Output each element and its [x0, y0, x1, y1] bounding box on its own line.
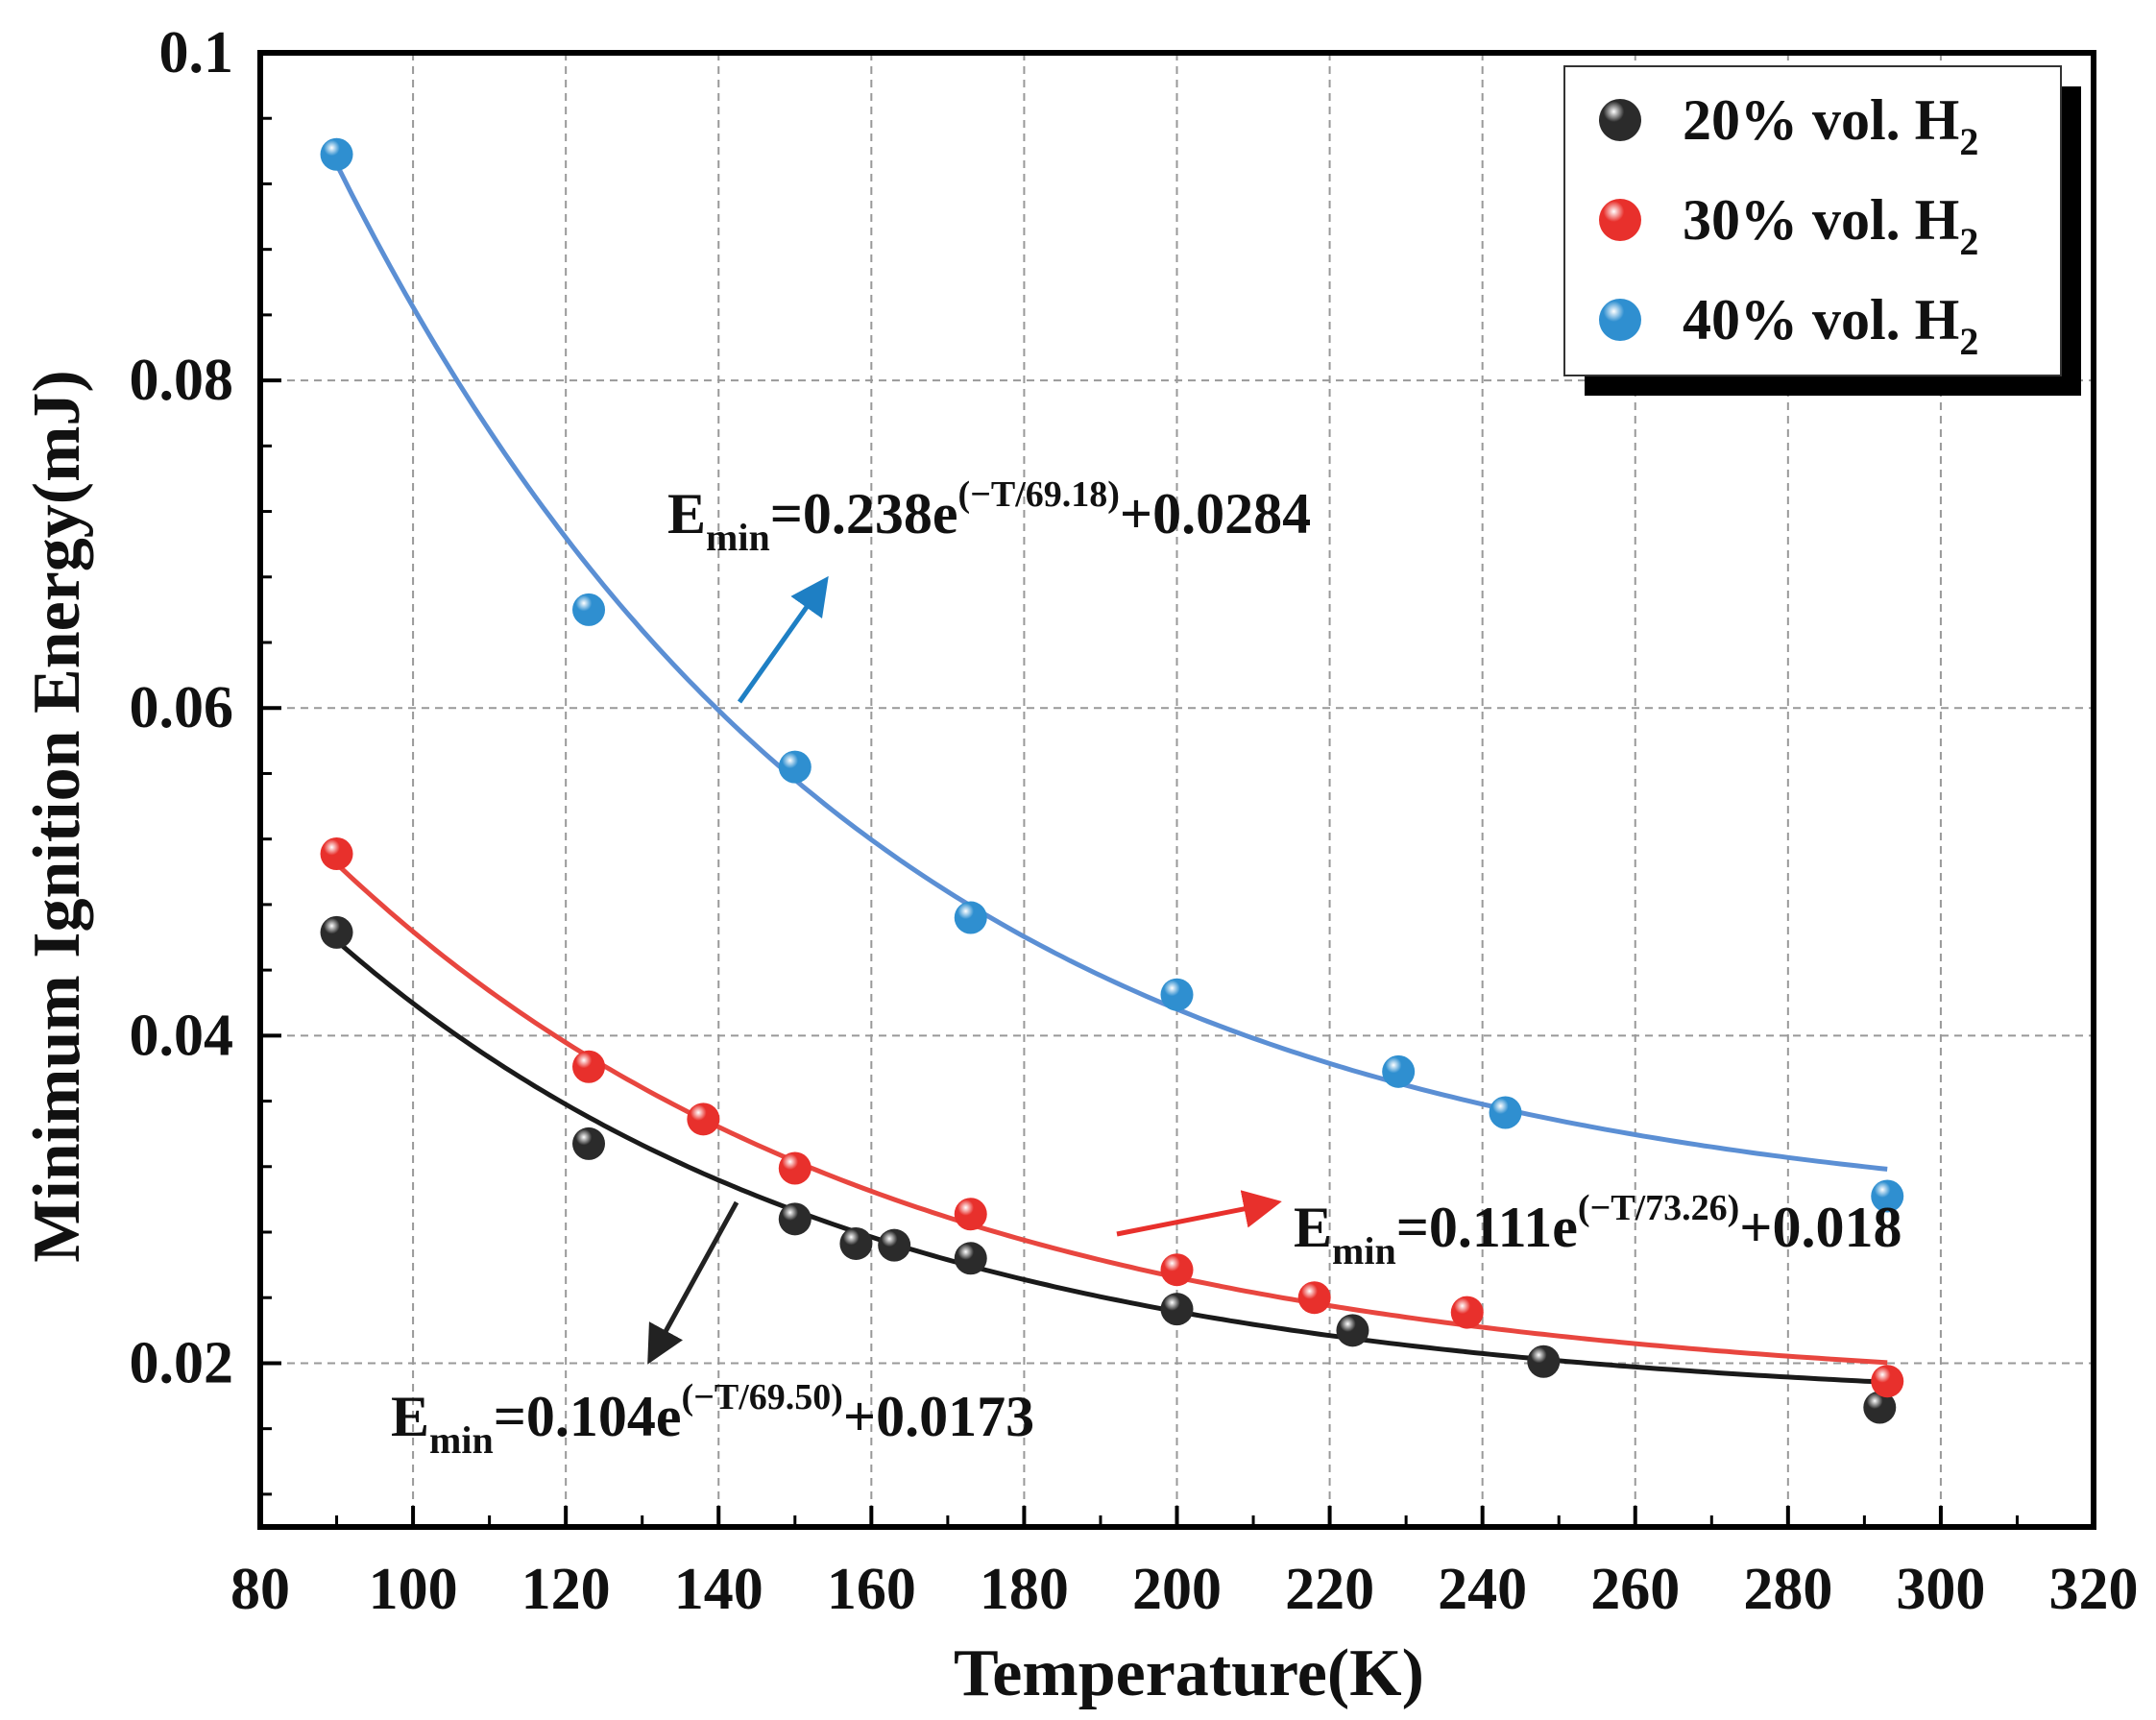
data-point	[1489, 1096, 1522, 1129]
x-tick-label: 220	[1285, 1557, 1374, 1622]
arrow-20	[647, 1200, 739, 1365]
data-point	[954, 901, 987, 934]
legend-marker	[1599, 99, 1641, 141]
data-point	[572, 1050, 606, 1083]
data-point	[1450, 1296, 1484, 1329]
equation-40: Emin=0.238e(−T/69.18)+0.0284	[667, 474, 1311, 559]
x-tick-label: 260	[1590, 1557, 1680, 1622]
equation-20: Emin=0.104e(−T/69.50)+0.0173	[391, 1377, 1034, 1462]
x-tick-label: 200	[1132, 1557, 1222, 1622]
legend-marker	[1599, 199, 1641, 241]
y-tick-label: 0.04	[130, 1003, 234, 1068]
x-axis-title: Temperature(K)	[954, 1636, 1424, 1710]
equation-30: Emin=0.111e(−T/73.26)+0.018	[1294, 1188, 1902, 1272]
data-point	[1160, 1253, 1194, 1287]
data-point	[878, 1228, 911, 1262]
data-point	[1160, 1293, 1194, 1326]
legend-marker	[1599, 299, 1641, 341]
y-tick-label: 0.08	[130, 348, 234, 413]
fit-curve	[334, 938, 1880, 1385]
data-point	[839, 1226, 873, 1260]
data-point	[1871, 1365, 1904, 1398]
data-point	[320, 137, 353, 171]
arrow-40	[737, 575, 829, 704]
data-point	[1863, 1391, 1897, 1424]
x-tick-label: 100	[369, 1557, 458, 1622]
data-point	[778, 1151, 812, 1185]
data-point	[1527, 1345, 1561, 1378]
y-tick-labels: 0.02 0.04 0.06 0.08 0.1	[130, 20, 234, 1395]
data-point	[1160, 978, 1194, 1011]
x-tick-labels: 80 100 120 140 160 180 200 220 240 260 280 300 320	[230, 1557, 2139, 1622]
x-tick-label: 280	[1743, 1557, 1832, 1622]
x-tick-label: 180	[980, 1557, 1069, 1622]
data-point	[687, 1102, 720, 1136]
data-point	[320, 837, 353, 871]
fit-curve	[334, 861, 1888, 1366]
fit-curve	[334, 162, 1888, 1172]
data-point	[954, 1198, 987, 1231]
x-tick-label: 160	[827, 1557, 916, 1622]
y-tick-label: 0.02	[130, 1330, 234, 1395]
data-point	[954, 1242, 987, 1275]
data-point	[1297, 1281, 1331, 1315]
legend-label: 20% vol. H2	[1683, 88, 1978, 163]
y-axis-title: Minimum Ignition Energy(mJ)	[20, 370, 94, 1262]
data-point	[1382, 1054, 1416, 1088]
legend-label: 30% vol. H2	[1683, 188, 1978, 263]
data-points	[320, 137, 1904, 1424]
legend-box	[1563, 65, 2062, 376]
data-point	[1336, 1314, 1369, 1347]
y-tick-label: 0.1	[159, 20, 234, 85]
x-tick-label: 300	[1896, 1557, 1985, 1622]
x-tick-label: 120	[521, 1557, 611, 1622]
x-tick-label: 240	[1438, 1557, 1527, 1622]
legend: 20% vol. H2 30% vol. H2 40% vol. H2	[1563, 65, 2081, 396]
data-point	[778, 750, 812, 784]
arrow-30	[1116, 1190, 1282, 1237]
y-tick-label: 0.06	[130, 675, 234, 740]
ticks	[258, 51, 2095, 1527]
x-tick-label: 320	[2049, 1557, 2139, 1622]
legend-label: 40% vol. H2	[1683, 288, 1978, 363]
data-point	[1871, 1179, 1904, 1213]
x-tick-label: 140	[674, 1557, 763, 1622]
data-point	[572, 593, 606, 626]
data-point	[320, 915, 353, 949]
data-point	[778, 1202, 812, 1236]
x-tick-label: 80	[230, 1557, 290, 1622]
data-point	[572, 1126, 606, 1160]
